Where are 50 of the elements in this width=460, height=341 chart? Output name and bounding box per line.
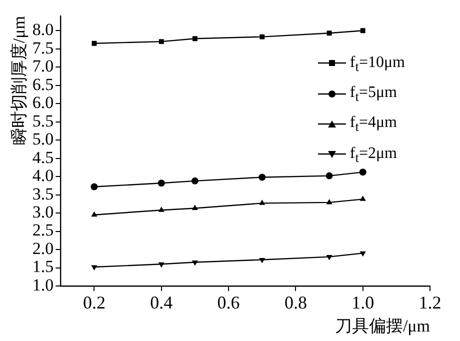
point xyxy=(326,30,332,36)
point xyxy=(158,262,164,268)
y-tick-label: 1.5 xyxy=(32,257,54,276)
y-tick-label: 3.0 xyxy=(32,202,54,222)
y-tick-label: 5.5 xyxy=(32,111,54,130)
point xyxy=(360,251,366,257)
point xyxy=(91,211,98,217)
point xyxy=(158,39,164,44)
point xyxy=(90,183,98,190)
point xyxy=(360,28,366,34)
y-tick-label: 5.0 xyxy=(32,130,54,149)
y-tick-label: 6.0 xyxy=(32,93,54,112)
point xyxy=(326,172,333,180)
legend-label: f$_{t}$=10μm xyxy=(350,54,405,74)
point xyxy=(192,36,198,42)
legend-label: f$_{t}$=4μm xyxy=(350,114,397,135)
point xyxy=(92,40,97,46)
y-tick-label: 2.0 xyxy=(32,238,54,258)
y-tick-label: 7.0 xyxy=(32,56,54,76)
y-tick-label: 4.5 xyxy=(32,148,54,167)
point xyxy=(192,204,198,210)
point xyxy=(360,196,366,201)
point xyxy=(158,180,165,187)
point xyxy=(359,168,366,176)
y-axis-title: 瞬时切削厚度/μm xyxy=(10,16,29,146)
x-tick-label: 0.8 xyxy=(284,292,307,313)
point xyxy=(258,174,266,181)
point xyxy=(260,34,265,40)
point xyxy=(326,198,332,204)
x-tick-label: 1.2 xyxy=(418,292,442,313)
x-tick-label: 0.2 xyxy=(82,292,106,313)
y-tick-label: 8.0 xyxy=(32,20,54,40)
legend-label: f$_{t}$=5μm xyxy=(350,84,397,104)
point xyxy=(192,260,198,266)
point xyxy=(259,200,266,205)
x-tick-label: 1.0 xyxy=(352,292,374,313)
legend-label: f$_{t}$=2μm xyxy=(350,144,397,165)
point xyxy=(326,255,332,260)
point xyxy=(191,177,198,184)
y-tick-label: 2.5 xyxy=(32,220,54,240)
y-tick-label: 3.5 xyxy=(32,184,54,204)
point xyxy=(158,206,164,212)
x-tick-label: 0.6 xyxy=(217,292,240,313)
x-tick-label: 0.4 xyxy=(150,292,173,313)
x-axis-title: 刀具偏摆/μm xyxy=(334,316,430,336)
y-tick-label: 7.5 xyxy=(32,38,54,58)
point xyxy=(259,258,266,264)
y-tick-label: 4.0 xyxy=(32,166,54,186)
y-tick-label: 1.0 xyxy=(32,275,54,294)
y-tick-label: 6.5 xyxy=(32,74,54,94)
